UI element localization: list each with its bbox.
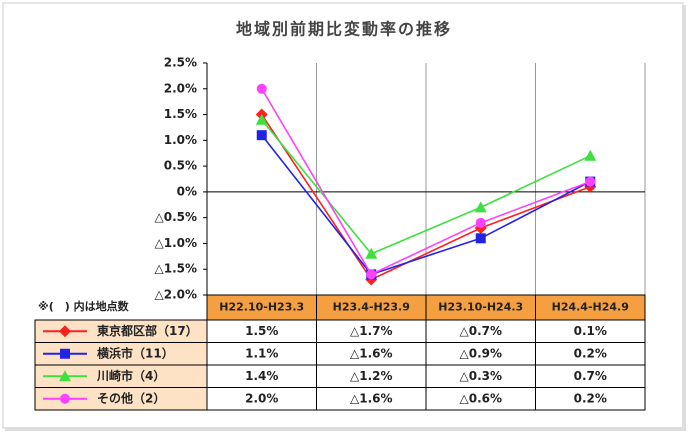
value-label: △1.2%	[350, 369, 393, 383]
value-label: 0.2%	[574, 346, 607, 360]
y-tick-label: △2.0%	[154, 288, 197, 302]
header-cell	[316, 294, 427, 321]
marker	[256, 130, 267, 141]
marker	[475, 217, 486, 228]
value-label: △0.3%	[459, 369, 502, 383]
y-tick-label: 1.0%	[164, 133, 197, 147]
series-line	[261, 134, 591, 276]
legend-marker	[59, 325, 71, 338]
marker	[256, 83, 267, 94]
y-tick-label: 0%	[177, 184, 197, 198]
value-label: △1.6%	[350, 346, 393, 360]
y-tick-label: 1.5%	[164, 107, 197, 121]
value-label: △1.7%	[350, 324, 393, 338]
marker	[475, 233, 486, 244]
value-label: 0.1%	[574, 324, 607, 338]
legend-label: 東京都区部（17）	[97, 323, 198, 338]
y-tick-label: △1.0%	[154, 236, 197, 250]
frame-shadow	[682, 5, 686, 431]
chart-title: 地域別前期比変動率の推移	[236, 20, 452, 39]
marker	[366, 269, 377, 280]
value-label: 1.4%	[245, 369, 278, 383]
header-cell	[206, 294, 317, 321]
table-cell	[535, 387, 646, 411]
value-label: △0.7%	[459, 324, 502, 338]
value-label: △1.6%	[350, 391, 393, 405]
category-label: H23.10-H24.3	[438, 301, 523, 314]
y-tick-label: △0.5%	[154, 210, 197, 224]
legend-label: その他（2）	[97, 390, 165, 405]
value-label: 2.0%	[245, 391, 278, 405]
note: ※( ) 内は地点数	[38, 299, 130, 313]
marker	[585, 176, 596, 187]
legend-marker	[60, 348, 70, 359]
marker	[255, 113, 268, 125]
series-line	[261, 114, 591, 281]
y-tick-label: 2.0%	[164, 81, 197, 95]
series-line	[261, 88, 591, 276]
category-label: H24.4-H24.9	[552, 301, 629, 314]
header-cell	[425, 294, 536, 321]
marker	[365, 247, 378, 259]
marker	[474, 201, 487, 213]
value-label: 0.7%	[574, 369, 607, 383]
y-tick-label: 2.5%	[164, 56, 197, 70]
legend-label: 横浜市（11）	[97, 345, 174, 360]
value-label: △0.9%	[459, 346, 502, 360]
value-label: 1.5%	[245, 324, 278, 338]
legend-marker	[60, 393, 70, 404]
value-label: 0.2%	[574, 391, 607, 405]
value-label: △0.6%	[459, 391, 502, 405]
y-tick-label: 0.5%	[164, 159, 197, 173]
value-label: 1.1%	[245, 346, 278, 360]
marker	[584, 149, 597, 161]
legend-marker	[59, 370, 71, 382]
y-tick-label: △1.5%	[154, 262, 197, 276]
legend-label: 川崎市（4）	[96, 368, 165, 383]
category-label: H23.4-H23.9	[333, 301, 410, 314]
series-line	[261, 119, 591, 255]
header-cell	[535, 294, 646, 321]
frame-shadow	[5, 427, 685, 431]
category-label: H22.10-H23.3	[219, 301, 304, 314]
